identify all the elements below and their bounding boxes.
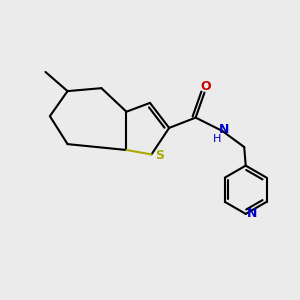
Text: N: N xyxy=(218,123,229,136)
Text: O: O xyxy=(201,80,211,93)
Text: H: H xyxy=(213,134,221,144)
Text: N: N xyxy=(246,207,257,220)
Text: S: S xyxy=(155,149,164,162)
